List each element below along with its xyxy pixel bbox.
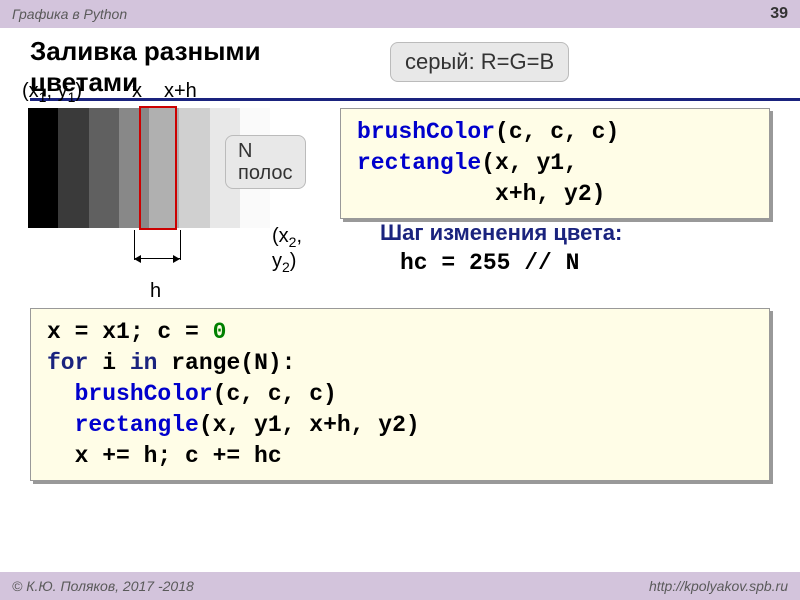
slide-header: Графика в Python 39	[0, 0, 800, 28]
slide-footer: © К.Ю. Поляков, 2017 -2018 http://kpolya…	[0, 572, 800, 600]
highlight-box	[139, 106, 177, 230]
gradient-strip	[28, 108, 58, 228]
label-x: x	[132, 80, 142, 103]
gradient-strip	[58, 108, 88, 228]
code-block-1: brushColor(c, c, c)rectangle(x, y1, x+h,…	[340, 108, 770, 219]
callout-n: Nполос	[225, 135, 306, 189]
code-block-2: x = x1; c = 0for i in range(N): brushCol…	[30, 308, 770, 481]
footer-url: http://kpolyakov.spb.ru	[649, 578, 788, 594]
header-title: Графика в Python	[12, 6, 127, 22]
callout-gray: серый: R=G=B	[390, 42, 569, 82]
step-label: Шаг изменения цвета:	[380, 220, 622, 246]
dim-line	[180, 230, 181, 260]
gradient-strip	[179, 108, 209, 228]
label-xy1: (x1, y1)	[22, 80, 82, 105]
label-xy2: (x2, y2)	[272, 225, 332, 275]
label-xh: x+h	[164, 80, 197, 103]
dim-arrow	[134, 258, 180, 259]
page-number: 39	[770, 5, 788, 23]
label-h: h	[150, 280, 161, 303]
gradient-strip	[89, 108, 119, 228]
footer-copyright: © К.Ю. Поляков, 2017 -2018	[12, 578, 194, 594]
step-code: hc = 255 // N	[400, 250, 579, 276]
